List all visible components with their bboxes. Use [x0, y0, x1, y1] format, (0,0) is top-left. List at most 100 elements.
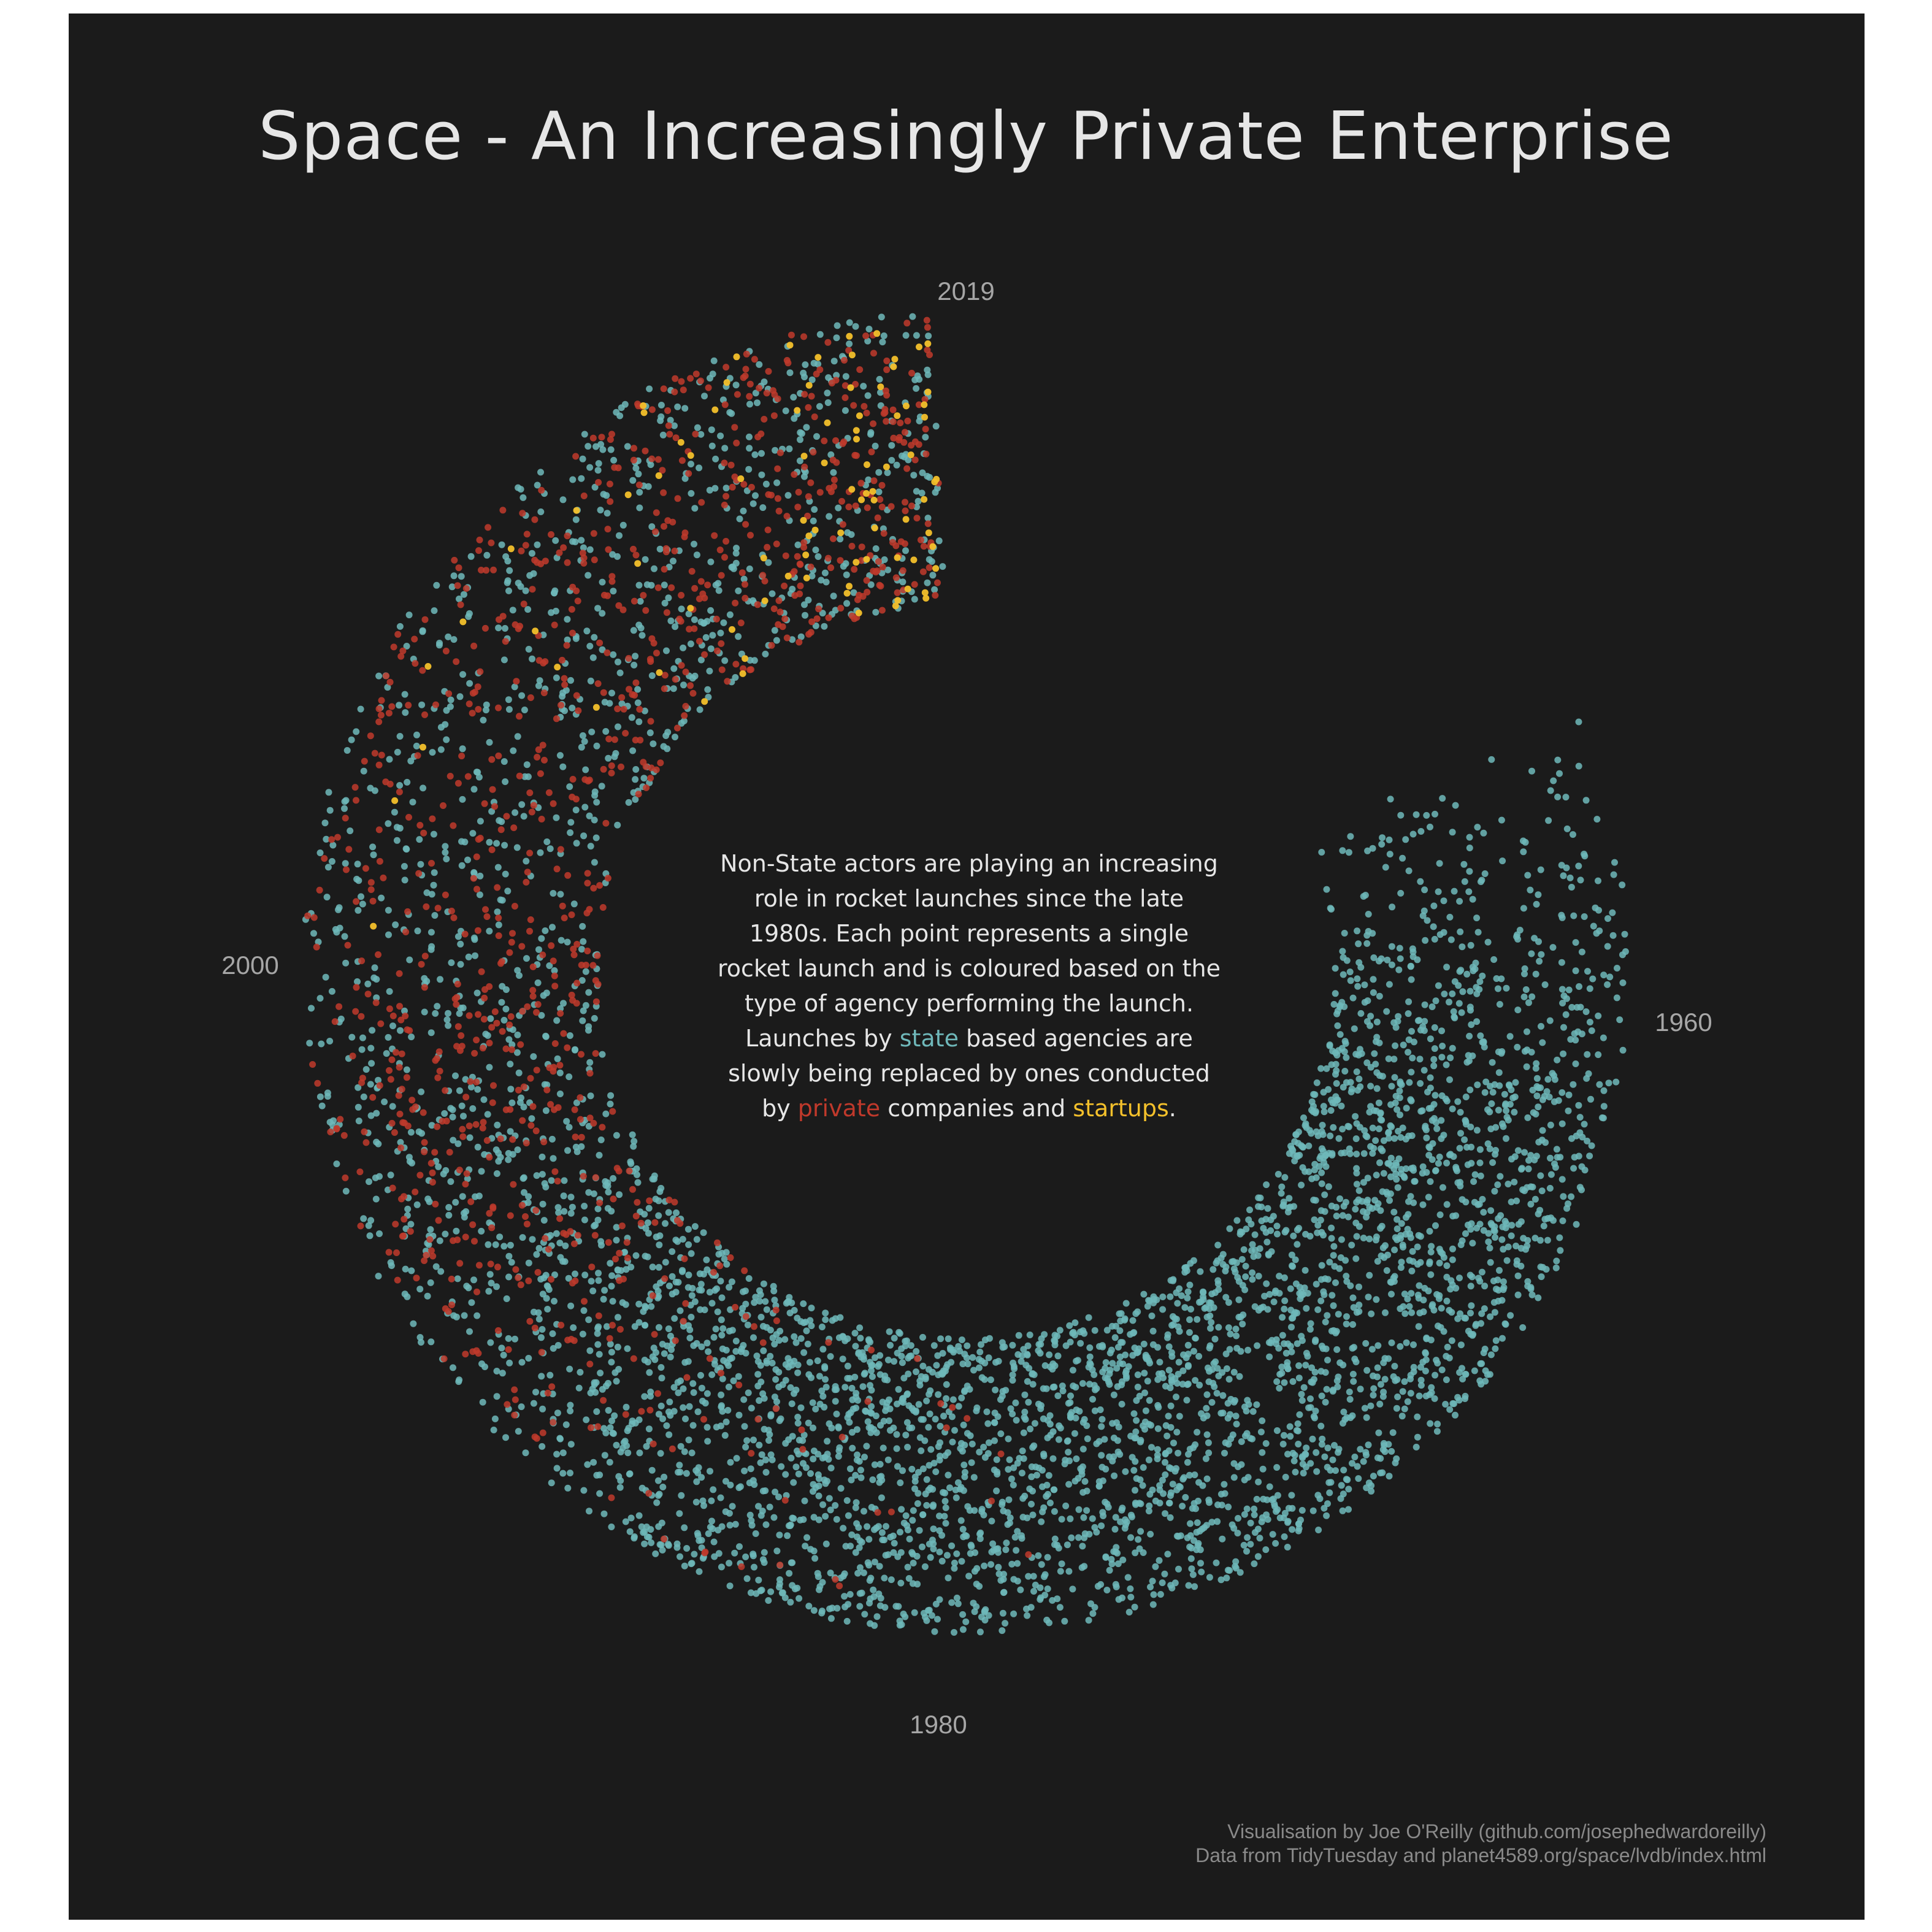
launch-point-state: [821, 569, 829, 577]
launch-point-state: [1073, 1406, 1080, 1414]
launch-point-state: [1239, 1321, 1246, 1328]
launch-point-state: [1281, 1274, 1288, 1281]
launch-point-state: [1332, 990, 1339, 997]
launch-point-state: [976, 1628, 984, 1636]
launch-point-state: [1371, 1197, 1379, 1204]
launch-point-state: [1360, 1179, 1367, 1186]
launch-point-state: [810, 359, 818, 367]
launch-point-state: [899, 1467, 906, 1474]
launch-point-state: [1370, 989, 1377, 996]
launch-point-state: [919, 1362, 927, 1370]
launch-point-state: [582, 1002, 589, 1009]
launch-point-state: [1249, 1276, 1256, 1283]
launch-point-state: [1480, 829, 1487, 837]
launch-point-state: [661, 1473, 668, 1481]
launch-point-state: [1489, 1059, 1496, 1066]
launch-point-state: [1474, 1081, 1481, 1089]
launch-point-state: [623, 1266, 630, 1273]
launch-point-state: [1457, 1310, 1463, 1317]
launch-point-state: [1487, 1313, 1494, 1321]
launch-point-state: [1525, 1157, 1532, 1164]
launch-point-state: [1039, 1508, 1046, 1516]
launch-point-state: [816, 1400, 824, 1408]
launch-point-state: [447, 1178, 454, 1185]
launch-point-state: [688, 1314, 695, 1321]
launch-point-private: [613, 1165, 621, 1172]
launch-point-state: [1350, 1304, 1357, 1311]
launch-point-state: [1313, 1281, 1320, 1288]
launch-point-state: [1263, 1238, 1271, 1246]
launch-point-state: [1328, 1235, 1335, 1242]
launch-point-state: [1586, 985, 1593, 992]
launch-point-state: [1242, 1262, 1249, 1270]
launch-point-state: [1294, 1340, 1301, 1347]
launch-point-state: [478, 1360, 485, 1368]
launch-point-state: [1373, 1296, 1380, 1303]
launch-point-state: [376, 1173, 383, 1180]
launch-point-state: [1215, 1324, 1222, 1331]
launch-point-state: [325, 789, 332, 796]
launch-point-state: [1049, 1428, 1057, 1435]
launch-point-state: [529, 655, 535, 662]
launch-point-state: [1075, 1506, 1083, 1513]
launch-point-state: [1160, 1490, 1167, 1497]
launch-point-state: [1041, 1362, 1049, 1369]
launch-point-state: [735, 587, 742, 594]
launch-point-state: [404, 778, 411, 786]
launch-point-state: [1292, 1131, 1300, 1138]
launch-point-state: [1339, 847, 1346, 854]
launch-point-state: [608, 689, 615, 697]
launch-point-state: [1130, 1410, 1138, 1417]
launch-point-state: [1446, 913, 1454, 921]
launch-point-state: [746, 1511, 754, 1519]
launch-point-state: [1221, 1449, 1228, 1457]
launch-point-state: [1409, 945, 1416, 953]
launch-point-state: [1130, 1330, 1137, 1337]
launch-point-private: [1025, 1551, 1032, 1558]
launch-point-private: [557, 1010, 564, 1017]
launch-point-state: [1272, 1539, 1279, 1547]
launch-point-state: [694, 1408, 702, 1416]
launch-point-state: [1295, 1527, 1302, 1535]
launch-point-state: [1578, 1030, 1585, 1038]
launch-point-private: [504, 1401, 511, 1408]
launch-point-private: [532, 1207, 540, 1214]
launch-point-state: [569, 704, 576, 711]
launch-point-state: [665, 1431, 673, 1438]
launch-point-state: [961, 1441, 968, 1449]
launch-point-private: [799, 1446, 807, 1453]
launch-point-state: [983, 1408, 991, 1416]
launch-point-state: [509, 607, 516, 614]
launch-point-state: [1241, 1511, 1248, 1518]
launch-point-private: [534, 1269, 542, 1276]
launch-point-state: [537, 1334, 545, 1341]
launch-point-state: [1205, 1497, 1213, 1504]
launch-point-private: [651, 1219, 659, 1226]
launch-point-state: [1467, 1225, 1474, 1233]
launch-point-private: [506, 1021, 513, 1029]
launch-point-state: [797, 1516, 804, 1524]
launch-point-state: [1451, 978, 1459, 985]
launch-point-state: [1241, 1403, 1248, 1411]
launch-point-state: [1328, 1150, 1336, 1157]
launch-point-state: [743, 1575, 751, 1582]
launch-point-state: [1290, 1203, 1297, 1210]
launch-point-private: [949, 1404, 956, 1411]
launch-point-state: [1428, 1384, 1435, 1391]
launch-point-state: [1114, 1560, 1122, 1568]
launch-point-state: [1344, 1122, 1352, 1130]
launch-point-state: [1262, 1546, 1270, 1554]
launch-point-state: [535, 682, 542, 689]
launch-point-state: [1369, 845, 1376, 852]
launch-point-state: [1273, 1230, 1281, 1238]
launch-point-state: [586, 546, 594, 553]
launch-point-state: [657, 402, 665, 408]
launch-point-state: [437, 724, 445, 731]
launch-point-state: [703, 1424, 711, 1431]
launch-point-state: [1320, 1103, 1327, 1110]
launch-point-state: [1387, 795, 1394, 803]
launch-point-state: [754, 1382, 762, 1390]
launch-point-state: [1408, 1290, 1415, 1297]
launch-point-state: [408, 1159, 415, 1167]
launch-point-state: [416, 836, 423, 843]
